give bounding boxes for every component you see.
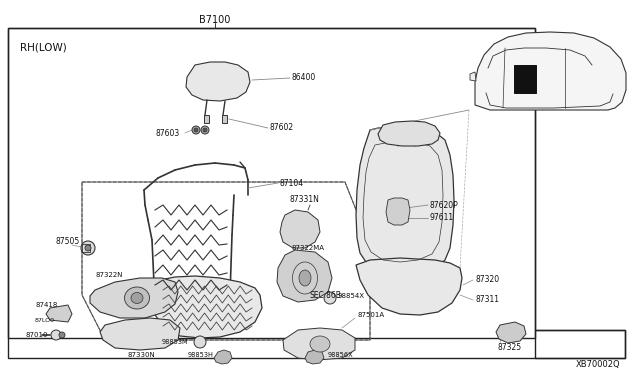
Polygon shape [90, 278, 178, 318]
Text: 87311: 87311 [475, 295, 499, 305]
Ellipse shape [131, 292, 143, 304]
Text: 87620P: 87620P [430, 201, 459, 209]
Ellipse shape [299, 270, 311, 286]
Polygon shape [475, 32, 626, 110]
Text: 87320: 87320 [475, 276, 499, 285]
Polygon shape [150, 276, 262, 338]
Polygon shape [470, 72, 476, 81]
Circle shape [201, 126, 209, 134]
Text: 87322N: 87322N [95, 272, 122, 278]
Text: 87603: 87603 [155, 128, 179, 138]
Polygon shape [356, 258, 462, 315]
Text: RH(LOW): RH(LOW) [20, 43, 67, 53]
Text: SEC.86B: SEC.86B [310, 291, 342, 299]
Text: 87331N: 87331N [290, 196, 320, 205]
Polygon shape [356, 127, 454, 273]
Bar [82, 244, 90, 252]
Circle shape [59, 332, 65, 338]
Text: 87330N: 87330N [128, 352, 156, 358]
Polygon shape [214, 350, 232, 364]
Polygon shape [277, 250, 332, 302]
Text: 87418: 87418 [35, 302, 58, 308]
Text: 87010: 87010 [25, 332, 47, 338]
Polygon shape [46, 305, 72, 322]
Polygon shape [280, 210, 320, 248]
Text: B7100: B7100 [199, 15, 230, 25]
Circle shape [203, 128, 207, 132]
Ellipse shape [125, 287, 150, 309]
Polygon shape [186, 62, 250, 101]
Polygon shape [496, 322, 526, 343]
Polygon shape [378, 121, 440, 146]
Circle shape [85, 245, 91, 251]
Polygon shape [283, 328, 355, 360]
Text: 87104: 87104 [280, 179, 304, 187]
Bar [8, 28, 535, 338]
Bar [222, 115, 227, 123]
Text: 98854X: 98854X [338, 293, 365, 299]
Text: 87505: 87505 [55, 237, 79, 247]
Text: 97611: 97611 [430, 214, 454, 222]
Text: 98853M: 98853M [161, 339, 188, 345]
Bar [535, 330, 625, 358]
Text: 87501A: 87501A [358, 312, 385, 318]
Ellipse shape [310, 336, 330, 352]
Text: XB70002Q: XB70002Q [575, 359, 620, 369]
Text: 86400: 86400 [292, 74, 316, 83]
Circle shape [194, 128, 198, 132]
Text: 87322MA: 87322MA [292, 245, 325, 251]
Circle shape [194, 336, 206, 348]
Circle shape [324, 292, 336, 304]
Polygon shape [386, 198, 410, 225]
Circle shape [192, 126, 200, 134]
Text: 98856X: 98856X [328, 352, 354, 358]
Circle shape [81, 241, 95, 255]
Bar [514, 65, 536, 93]
Text: 98853H: 98853H [187, 352, 213, 358]
Text: 87602: 87602 [270, 124, 294, 132]
Text: 87325: 87325 [498, 343, 522, 353]
Bar [204, 115, 209, 123]
Circle shape [51, 330, 61, 340]
Polygon shape [305, 350, 324, 364]
Polygon shape [100, 318, 180, 350]
Text: 87LO0: 87LO0 [35, 317, 55, 323]
